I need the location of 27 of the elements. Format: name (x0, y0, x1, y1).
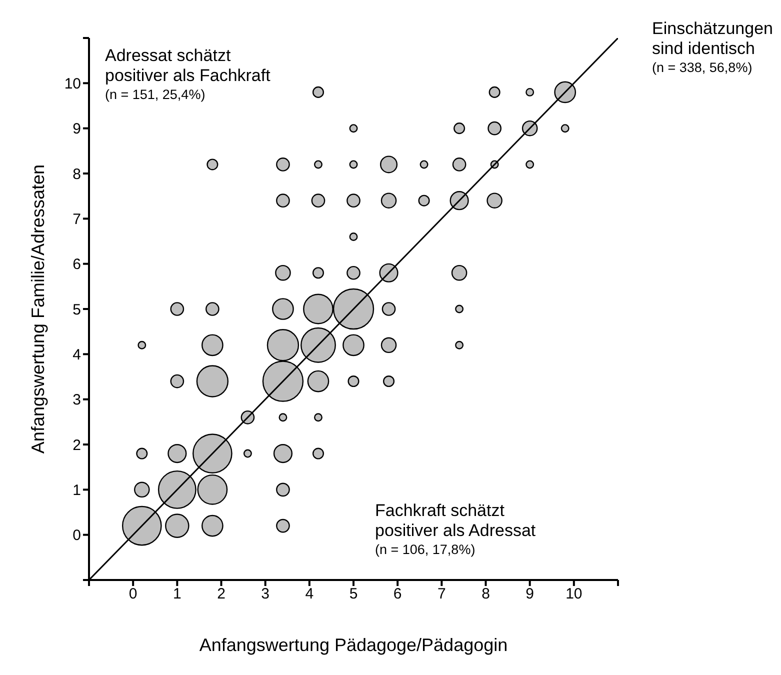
y-tick-label: 8 (72, 166, 81, 183)
y-tick-label: 4 (72, 346, 81, 364)
annotation: Fachkraft schätzt positiver als Adressat (n = 106, 17,8%) (375, 501, 536, 557)
y-tick-label: 1 (72, 482, 81, 499)
x-tick-label: 5 (349, 586, 358, 603)
x-tick-label: 7 (437, 586, 446, 603)
x-tick-label: 8 (482, 586, 490, 603)
text: Einschätzungen sind identisch (n = 338, 56,8%) (652, 19, 773, 75)
y-tick-label: 7 (72, 210, 81, 228)
x-tick-label: 1 (172, 586, 182, 603)
y-tick-label: 2 (72, 436, 81, 454)
x-axis-title: Anfangswertung Pädagoge/Pädagogin (199, 635, 508, 655)
x-tick-label: 6 (393, 586, 402, 603)
x-tick-label: 10 (566, 586, 582, 603)
y-tick-label: 6 (72, 256, 81, 274)
x-tick-label: 2 (217, 586, 226, 603)
x-tick-label: 3 (261, 586, 270, 603)
x-tick-label: 4 (305, 586, 314, 603)
y-tick-label: 3 (72, 392, 81, 409)
y-tick-label: 10 (64, 75, 81, 92)
annotation: Adressat schätzt positiver als Fachkraft (n = 151, 25,4%) (105, 46, 271, 102)
x-tick-label: 9 (526, 586, 534, 603)
y-tick-label: 5 (72, 301, 81, 318)
y-axis-title: Anfangswertung Familie/Adressaten (28, 164, 48, 454)
x-tick-label: 0 (128, 586, 138, 603)
y-tick-label: 0 (72, 527, 81, 544)
y-tick-label: 9 (72, 120, 81, 138)
